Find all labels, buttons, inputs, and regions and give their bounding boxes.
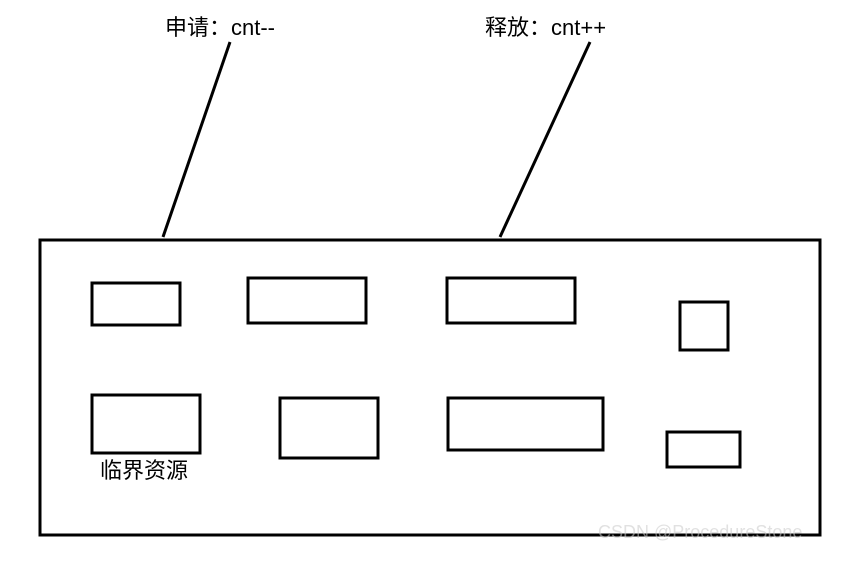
resource-box-2 — [248, 278, 366, 323]
resource-boxes — [92, 278, 740, 467]
resource-box-4 — [680, 302, 728, 350]
label-request: 申请：cnt-- — [165, 10, 275, 42]
resource-box-7 — [448, 398, 603, 450]
watermark-text: CSDN @ProcedureStone — [598, 522, 802, 543]
resource-box-3 — [447, 278, 575, 323]
line-release — [500, 42, 590, 237]
line-request — [163, 42, 230, 237]
label-release: 释放：cnt++ — [485, 10, 606, 42]
resource-box-8 — [667, 432, 740, 467]
resource-box-5 — [92, 395, 200, 453]
resource-box-1 — [92, 283, 180, 325]
resource-box-6 — [280, 398, 378, 458]
label-critical-resource: 临界资源 — [100, 453, 188, 485]
